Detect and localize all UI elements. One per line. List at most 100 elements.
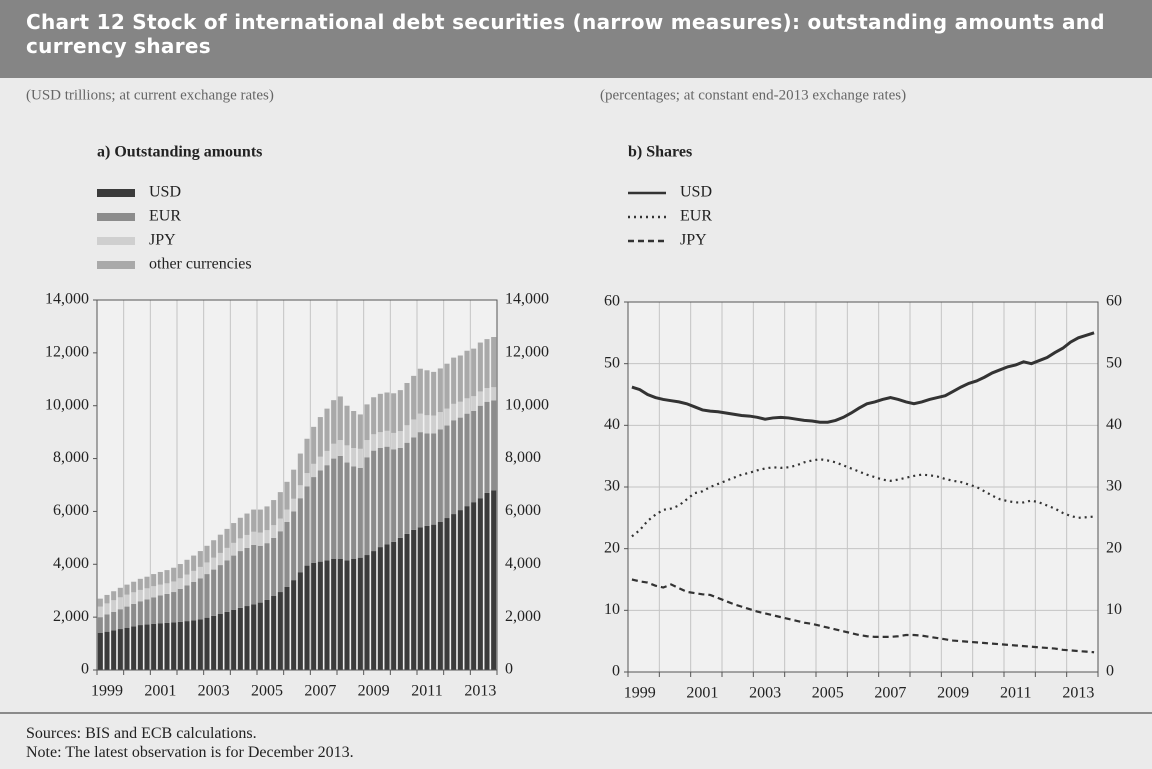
bar-segment [144, 599, 150, 625]
bar-segment [277, 492, 283, 519]
bar-segment [111, 591, 117, 601]
x-tick-label: 2001 [144, 683, 176, 700]
bar-segment [444, 363, 450, 409]
x-tick-label: 2003 [749, 685, 781, 702]
bar-segment [337, 559, 343, 670]
bar-segment [157, 571, 163, 585]
bar-segment [444, 425, 450, 519]
bar-segment [177, 621, 183, 670]
bar-segment [404, 533, 410, 670]
bar-segment [311, 426, 317, 464]
charts: (USD trillions; at current exchange rate… [26, 87, 1122, 702]
bar-segment [424, 525, 430, 670]
bar-segment [111, 600, 117, 612]
bar-segment [291, 511, 297, 581]
bar-segment [124, 594, 130, 607]
bar-segment [324, 450, 330, 466]
x-tick-label: 2007 [874, 685, 906, 702]
bar-segment [331, 400, 337, 444]
bar-segment [304, 438, 310, 474]
bar-segment [224, 528, 230, 548]
bar-segment [264, 530, 270, 544]
chart-subtitle: (USD trillions; at current exchange rate… [26, 87, 274, 103]
bar-segment [124, 627, 130, 670]
bar-segment [117, 587, 123, 598]
bar-segment [164, 583, 170, 594]
bar-segment [397, 390, 403, 432]
bar-segment [184, 585, 190, 622]
bar-segment [177, 564, 183, 579]
bar-segment [351, 466, 357, 559]
bar-segment [244, 547, 250, 607]
bar-segment [377, 432, 383, 448]
y2-tick-label: 14,000 [505, 291, 549, 308]
bar-segment [271, 500, 277, 526]
bar-segment [197, 619, 203, 670]
bar-segment [137, 625, 143, 670]
bar-segment [471, 396, 477, 411]
legend-swatch [97, 189, 135, 197]
bar-segment [391, 393, 397, 433]
bar-segment [451, 403, 457, 421]
bar-segment [477, 498, 483, 670]
bar-segment [397, 431, 403, 448]
bar-segment [311, 463, 317, 478]
bar-segment [317, 417, 323, 457]
bar-segment [171, 592, 177, 623]
bar-segment [224, 547, 230, 561]
bar-segment [137, 601, 143, 626]
bar-segment [211, 540, 217, 558]
bar-segment [424, 433, 430, 526]
bar-segment [151, 623, 157, 670]
footer: Sources: BIS and ECB calculations. Note:… [0, 712, 1152, 762]
bar-segment [471, 348, 477, 397]
bar-segment [437, 429, 443, 522]
bar-segment [411, 375, 417, 420]
bar-segment [477, 391, 483, 406]
y-tick-label: 0 [81, 661, 89, 678]
bar-segment [457, 510, 463, 670]
line-series [631, 578, 1095, 654]
y2-tick-label: 50 [1106, 354, 1122, 371]
y-tick-label: 2,000 [53, 608, 89, 625]
bar-segment [271, 537, 277, 596]
bar-segment [151, 574, 157, 587]
bar-segment [397, 537, 403, 670]
bar-segment [151, 597, 157, 624]
y-tick-label: 10,000 [45, 396, 89, 413]
legend-label: JPY [680, 232, 707, 249]
bar-segment [444, 408, 450, 426]
bar-segment [257, 602, 263, 670]
bar-segment [344, 560, 350, 670]
bar-segment [184, 621, 190, 670]
bar-segment [124, 584, 130, 595]
bar-segment [491, 387, 497, 401]
bar-segment [117, 609, 123, 630]
header: Chart 12 Stock of international debt sec… [0, 0, 1152, 78]
bar-segment [177, 578, 183, 589]
bar-segment [217, 565, 223, 614]
bar-segment [237, 517, 243, 539]
bar-segment [284, 586, 290, 670]
y-tick-label: 40 [604, 416, 620, 433]
bar-segment [197, 566, 203, 579]
y-tick-label: 4,000 [53, 555, 89, 572]
bar-segment [211, 569, 217, 616]
x-tick-label: 2009 [358, 683, 390, 700]
y2-tick-label: 40 [1106, 416, 1122, 433]
bar-segment [344, 445, 350, 463]
bar-segment [391, 432, 397, 450]
chart-title: a) Outstanding amounts [97, 144, 262, 161]
y-tick-label: 12,000 [45, 344, 89, 361]
bar-segment [137, 578, 143, 590]
bar-segment [284, 522, 290, 587]
x-tick-label: 1999 [91, 683, 123, 700]
bar-segment [484, 492, 490, 670]
bar-segment [364, 555, 370, 670]
bar-segment [404, 442, 410, 534]
bar-segment [204, 617, 210, 670]
plot-frame [96, 299, 498, 671]
bar-segment [97, 633, 103, 670]
bar-segment [157, 623, 163, 670]
bar-segment [431, 415, 437, 434]
